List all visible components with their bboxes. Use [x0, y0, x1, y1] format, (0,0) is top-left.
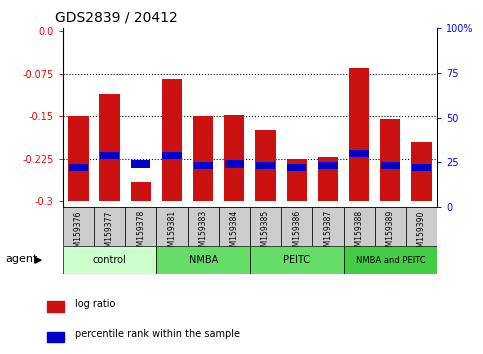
- Bar: [313, 207, 343, 246]
- Text: control: control: [93, 255, 127, 265]
- Bar: [162, 79, 182, 201]
- Text: GDS2839 / 20412: GDS2839 / 20412: [55, 10, 178, 24]
- Bar: [250, 207, 281, 246]
- Bar: [219, 207, 250, 246]
- Bar: [94, 207, 125, 246]
- Bar: [99, 93, 120, 201]
- Text: PEITC: PEITC: [283, 255, 310, 265]
- Text: GSM159390: GSM159390: [417, 210, 426, 257]
- Bar: [281, 207, 313, 246]
- Text: GSM159383: GSM159383: [199, 210, 208, 256]
- Bar: [350, 150, 369, 158]
- Bar: [68, 116, 88, 201]
- Bar: [156, 246, 250, 274]
- Bar: [287, 164, 306, 171]
- Text: GSM159381: GSM159381: [168, 210, 176, 256]
- Text: GSM159378: GSM159378: [136, 210, 145, 256]
- Bar: [343, 207, 375, 246]
- Text: GSM159389: GSM159389: [386, 210, 395, 256]
- Bar: [256, 131, 276, 201]
- Bar: [381, 162, 400, 169]
- Bar: [375, 207, 406, 246]
- Bar: [187, 207, 219, 246]
- Bar: [286, 159, 307, 201]
- Bar: [225, 160, 244, 168]
- Bar: [100, 152, 119, 159]
- Text: agent: agent: [5, 254, 37, 264]
- Text: GSM159386: GSM159386: [292, 210, 301, 256]
- Bar: [193, 116, 213, 201]
- Bar: [162, 152, 182, 159]
- Bar: [380, 119, 400, 201]
- Bar: [131, 160, 150, 168]
- Text: NMBA: NMBA: [188, 255, 218, 265]
- Text: GSM159385: GSM159385: [261, 210, 270, 256]
- Bar: [349, 68, 369, 201]
- Text: GSM159376: GSM159376: [74, 210, 83, 257]
- Text: percentile rank within the sample: percentile rank within the sample: [75, 329, 240, 339]
- Text: GSM159384: GSM159384: [230, 210, 239, 256]
- Bar: [63, 246, 156, 274]
- Bar: [156, 207, 187, 246]
- Bar: [343, 246, 437, 274]
- Bar: [63, 207, 94, 246]
- Bar: [318, 157, 338, 201]
- Bar: [412, 142, 432, 201]
- Text: NMBA and PEITC: NMBA and PEITC: [355, 256, 425, 265]
- Text: log ratio: log ratio: [75, 298, 115, 309]
- Bar: [224, 115, 244, 201]
- Bar: [406, 207, 437, 246]
- Bar: [250, 246, 343, 274]
- Bar: [69, 164, 88, 171]
- Bar: [47, 332, 63, 342]
- Bar: [318, 162, 338, 169]
- Bar: [125, 207, 156, 246]
- Bar: [412, 164, 431, 171]
- Text: GSM159377: GSM159377: [105, 210, 114, 257]
- Bar: [256, 162, 275, 169]
- Text: GSM159387: GSM159387: [324, 210, 332, 256]
- Bar: [130, 182, 151, 201]
- Bar: [47, 302, 63, 312]
- Bar: [194, 162, 213, 169]
- Text: GSM159388: GSM159388: [355, 210, 364, 256]
